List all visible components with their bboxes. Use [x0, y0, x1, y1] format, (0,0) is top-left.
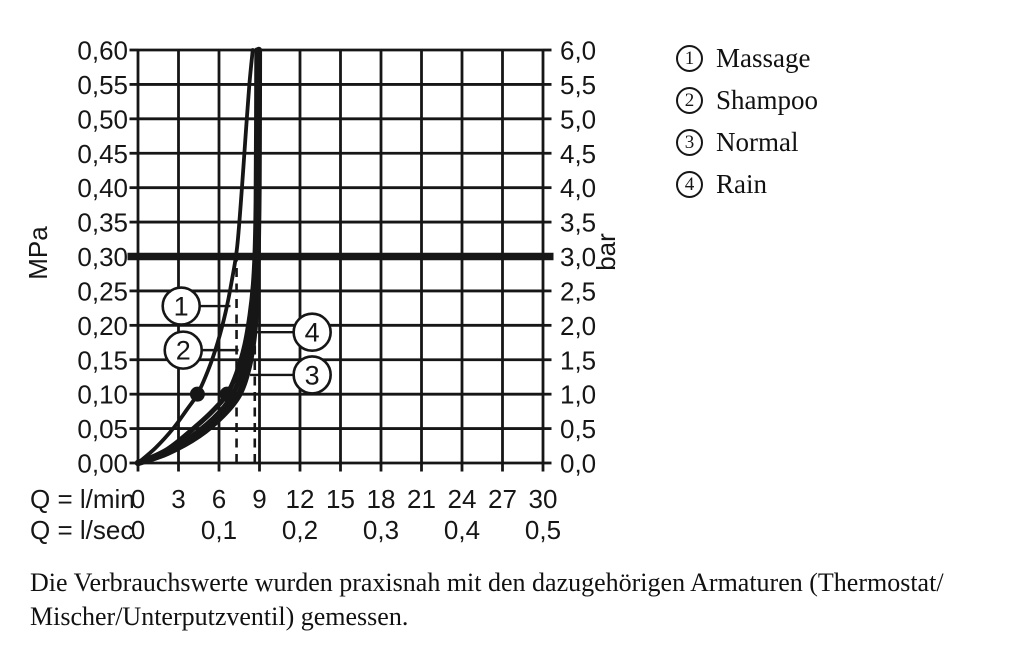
- caption-line-2: Mischer/Unterputzventil) gemessen.: [30, 602, 409, 631]
- x-tick-label-lsec: 0,1: [201, 515, 237, 545]
- y-tick-label-mpa: 0,50: [77, 104, 128, 134]
- legend-label-normal: Normal: [716, 126, 799, 157]
- legend-circle-3: 3: [676, 128, 703, 156]
- x-tick-label-lsec: 0: [131, 515, 145, 545]
- y-tick-label-mpa: 0,60: [77, 36, 128, 66]
- measured-point-dot: [189, 386, 205, 402]
- x-tick-label-lmin: 6: [212, 484, 226, 514]
- x-tick-label-lmin: 18: [367, 484, 396, 514]
- callout-number: 3: [305, 360, 320, 390]
- y-axis-unit-bar: bar: [591, 233, 621, 271]
- y-tick-label-mpa: 0,55: [77, 70, 128, 100]
- callout-circle: [163, 330, 204, 370]
- x-tick-label-lmin: 3: [171, 484, 185, 514]
- y-tick-label-mpa: 0,45: [77, 139, 128, 169]
- y-tick-label-bar: 1,5: [560, 345, 596, 375]
- callout-1: 1: [161, 286, 231, 326]
- curve-massage: [136, 48, 255, 465]
- legend-item-normal: 3 Normal: [676, 121, 818, 163]
- callout-3: 3: [250, 355, 332, 395]
- legend-item-rain: 4 Rain: [676, 163, 818, 205]
- y-tick-label-mpa: 0,00: [77, 449, 128, 479]
- legend-number: 3: [684, 131, 695, 153]
- callout-number: 1: [174, 292, 189, 322]
- x-tick-label-lsec: 0,5: [525, 515, 561, 545]
- y-axis-unit-mpa: MPa: [23, 226, 53, 280]
- x-tick-label-lmin: 27: [488, 484, 517, 514]
- x-axis-row1-label: Q = l/min: [30, 484, 135, 514]
- curve-shampoo: [135, 47, 260, 466]
- legend-number: 1: [684, 47, 695, 69]
- legend-item-shampoo: 2 Shampoo: [676, 79, 818, 121]
- x-tick-label-lsec: 0,2: [282, 515, 318, 545]
- callout-circle: [292, 355, 332, 395]
- legend-number: 4: [684, 173, 695, 195]
- legend-label-massage: Massage: [716, 42, 811, 73]
- caption-line-1: Die Verbrauchswerte wurden praxisnah mit…: [30, 568, 944, 597]
- legend-label-shampoo: Shampoo: [716, 84, 819, 115]
- callout-number: 4: [305, 318, 320, 348]
- x-axis-row2-label: Q = l/sec: [30, 515, 133, 545]
- x-tick-label-lmin: 12: [286, 484, 315, 514]
- y-tick-label-mpa: 0,35: [77, 208, 128, 238]
- measurement-note: Die Verbrauchswerte wurden praxisnah mit…: [30, 566, 960, 634]
- spray-mode-legend: 1 Massage 2 Shampoo 3 Normal 4 Rain: [676, 37, 818, 205]
- y-tick-label-bar: 2,0: [560, 311, 596, 341]
- y-tick-label-bar: 5,5: [560, 70, 596, 100]
- y-tick-label-bar: 4,0: [560, 173, 596, 203]
- x-tick-label-lsec: 0,3: [363, 515, 399, 545]
- x-tick-label-lmin: 0: [131, 484, 145, 514]
- legend-circle-1: 1: [676, 44, 703, 72]
- y-tick-label-bar: 0,0: [560, 449, 596, 479]
- x-tick-label-lmin: 30: [529, 484, 558, 514]
- x-tick-label-lmin: 15: [326, 484, 355, 514]
- x-tick-label-lmin: 21: [407, 484, 436, 514]
- y-tick-label-mpa: 0,15: [77, 345, 128, 375]
- callout-4: 4: [250, 312, 332, 353]
- y-tick-label-bar: 6,0: [560, 36, 596, 66]
- axis-labels: 0,60 6,00,55 5,50,50 5,00,45 4,50,40 4,00,35 3…: [23, 36, 621, 545]
- legend-label-rain: Rain: [716, 168, 767, 199]
- legend-item-massage: 1 Massage: [676, 37, 818, 79]
- y-tick-label-mpa: 0,05: [77, 414, 128, 444]
- grid: [129, 48, 552, 472]
- callout-number: 2: [176, 336, 191, 366]
- x-tick-label-lsec: 0,4: [444, 515, 480, 545]
- y-tick-label-mpa: 0,25: [77, 276, 128, 306]
- y-tick-label-bar: 4,5: [560, 139, 596, 169]
- y-tick-label-bar: 0,5: [560, 414, 596, 444]
- x-tick-label-lmin: 24: [448, 484, 477, 514]
- y-tick-label-mpa: 0,20: [77, 311, 128, 341]
- legend-number: 2: [684, 89, 695, 111]
- y-tick-label-mpa: 0,30: [77, 242, 128, 272]
- legend-circle-2: 2: [676, 86, 703, 114]
- y-tick-label-mpa: 0,40: [77, 173, 128, 203]
- y-tick-label-mpa: 0,10: [77, 380, 128, 410]
- callout-circle: [292, 312, 332, 353]
- y-tick-label-bar: 3,5: [560, 208, 596, 238]
- x-tick-label-lmin: 9: [252, 484, 266, 514]
- y-tick-label-bar: 3,0: [560, 242, 596, 272]
- y-tick-label-bar: 5,0: [560, 104, 596, 134]
- legend-circle-4: 4: [676, 170, 703, 198]
- measured-point-dot: [219, 386, 235, 402]
- callout-circle: [161, 286, 201, 326]
- callout-2: 2: [163, 330, 239, 370]
- y-tick-label-bar: 1,0: [560, 380, 596, 410]
- y-tick-label-bar: 2,5: [560, 276, 596, 306]
